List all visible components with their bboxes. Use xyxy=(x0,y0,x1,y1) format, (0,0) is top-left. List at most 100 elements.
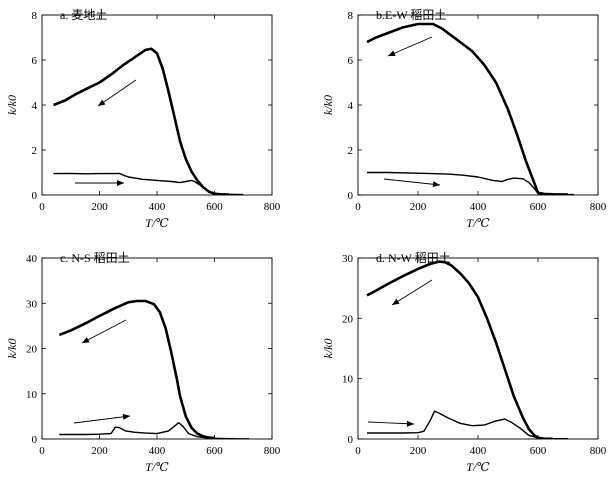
cooling-curve xyxy=(366,22,569,195)
panel-title: b.E-W 稻田土 xyxy=(376,8,446,22)
cooling-direction-arrow-shaft xyxy=(387,36,433,57)
cooling-direction-arrow xyxy=(97,79,137,107)
y-tick-label: 8 xyxy=(32,10,38,22)
x-tick-label: 200 xyxy=(410,201,427,213)
axis-ticks: 0 200 400 600 800 0 2 4 6 8 xyxy=(32,10,281,213)
panel-b: b.E-W 稻田土 k/k0 T/℃ 0 200 400 600 800 0 2 4 6 8 xyxy=(321,8,607,230)
y-tick-label: 0 xyxy=(348,190,354,202)
plot-frame xyxy=(41,14,273,196)
heating-direction-arrow-head xyxy=(122,413,130,420)
cooling-direction-arrow-head xyxy=(388,50,396,56)
series-layer xyxy=(58,299,249,439)
cooling-direction-arrow-head xyxy=(82,337,90,343)
panel-d: d. N-W 稻田土 k/k0 T/℃ 0 200 400 600 800 0 10 20 30 xyxy=(321,251,607,474)
cooling-direction-arrow xyxy=(81,319,127,344)
series-layer xyxy=(366,22,574,195)
x-tick-label: 200 xyxy=(91,201,108,213)
y-tick-label: 2 xyxy=(348,145,354,157)
heating-direction-arrow-shaft xyxy=(383,178,441,186)
cooling-direction-arrow-head xyxy=(392,298,400,305)
y-tick-label: 10 xyxy=(342,374,354,386)
x-tick-label: 400 xyxy=(470,201,487,213)
x-tick-label: 800 xyxy=(590,445,607,457)
panel-a: a. 麦地土 k/k0 T/℃ 0 200 400 600 800 0 2 4 6 8 xyxy=(5,8,281,230)
y-tick-label: 30 xyxy=(26,298,38,310)
x-tick-label: 600 xyxy=(206,201,223,213)
y-tick-label: 0 xyxy=(348,434,354,446)
heating-curve xyxy=(367,171,574,195)
x-tick-label: 0 xyxy=(39,445,45,457)
series-layer xyxy=(366,260,568,439)
y-tick-label: 10 xyxy=(26,389,38,401)
plot-frame xyxy=(41,257,273,440)
x-tick-label: 400 xyxy=(149,201,166,213)
heating-direction-arrow xyxy=(367,420,415,427)
y-axis-label: k/k0 xyxy=(5,95,19,115)
axis-ticks: 0 200 400 600 800 0 10 20 30 xyxy=(342,253,607,457)
cooling-curve xyxy=(53,47,229,195)
cooling-direction-arrow-shaft xyxy=(81,319,127,344)
y-axis-label: k/k0 xyxy=(321,339,335,359)
heating-direction-arrow-head xyxy=(406,420,414,427)
direction-arrows xyxy=(367,279,433,427)
x-tick-label: 200 xyxy=(91,445,108,457)
panel-title: d. N-W 稻田土 xyxy=(376,251,451,265)
y-tick-label: 4 xyxy=(32,100,38,112)
y-tick-label: 30 xyxy=(342,253,354,265)
cooling-direction-arrow xyxy=(391,279,433,306)
x-axis-label: T/℃ xyxy=(145,460,169,474)
heating-direction-arrow xyxy=(75,180,124,186)
x-axis-label: T/℃ xyxy=(145,216,169,230)
direction-arrows xyxy=(75,79,137,186)
x-tick-label: 0 xyxy=(355,201,361,213)
direction-arrows xyxy=(383,36,441,188)
y-tick-label: 6 xyxy=(32,55,38,67)
x-axis-label: T/℃ xyxy=(466,460,490,474)
y-tick-label: 4 xyxy=(348,100,354,112)
cooling-direction-arrow-head xyxy=(98,99,106,106)
y-tick-label: 0 xyxy=(32,190,38,202)
heating-direction-arrow xyxy=(73,413,131,424)
x-axis-label: T/℃ xyxy=(466,216,490,230)
heating-direction-arrow-shaft xyxy=(367,421,415,425)
y-tick-label: 6 xyxy=(348,55,354,67)
y-tick-label: 8 xyxy=(348,10,354,22)
y-tick-label: 0 xyxy=(32,434,38,446)
panel-c: c. N-S 稻田土 k/k0 T/℃ 0 200 400 600 800 0 10 20 30… xyxy=(5,251,281,474)
y-tick-label: 20 xyxy=(342,313,354,325)
x-tick-label: 400 xyxy=(149,445,166,457)
plot-frame xyxy=(357,257,599,440)
panel-title: c. N-S 稻田土 xyxy=(60,251,130,265)
series-layer xyxy=(53,47,244,195)
cooling-direction-arrow xyxy=(387,36,433,57)
axis-ticks: 0 200 400 600 800 0 10 20 30 40 xyxy=(26,253,281,457)
heating-curve xyxy=(59,422,249,439)
plot-frame xyxy=(357,14,599,196)
axis-ticks: 0 200 400 600 800 0 2 4 6 8 xyxy=(348,10,607,213)
x-tick-label: 600 xyxy=(530,445,547,457)
x-tick-label: 0 xyxy=(39,201,45,213)
heating-direction-arrow xyxy=(383,178,441,188)
x-tick-label: 800 xyxy=(264,201,281,213)
x-tick-label: 600 xyxy=(206,445,223,457)
cooling-direction-arrow-shaft xyxy=(97,79,137,107)
y-tick-label: 2 xyxy=(32,145,38,157)
x-tick-label: 800 xyxy=(264,445,281,457)
heating-curve xyxy=(367,410,568,439)
heating-direction-arrow-shaft xyxy=(73,415,131,424)
y-axis-label: k/k0 xyxy=(321,95,335,115)
cooling-direction-arrow-shaft xyxy=(391,279,433,306)
cooling-curve xyxy=(58,299,215,439)
panel-title: a. 麦地土 xyxy=(60,8,107,22)
y-tick-label: 40 xyxy=(26,253,38,265)
direction-arrows xyxy=(73,319,131,424)
y-axis-label: k/k0 xyxy=(5,339,19,359)
x-tick-label: 800 xyxy=(590,201,607,213)
x-tick-label: 200 xyxy=(410,445,427,457)
x-tick-label: 600 xyxy=(530,201,547,213)
x-tick-label: 0 xyxy=(355,445,361,457)
y-tick-label: 20 xyxy=(26,344,38,356)
x-tick-label: 400 xyxy=(470,445,487,457)
heating-direction-arrow-head xyxy=(432,181,440,188)
